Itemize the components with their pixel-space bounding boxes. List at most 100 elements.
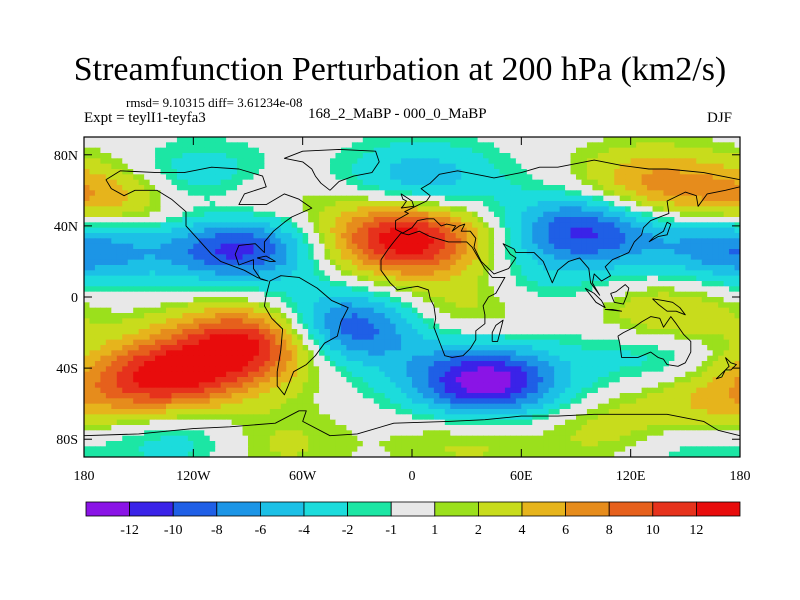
field-cell [346,153,353,159]
field-cell [308,142,315,149]
field-cell [586,265,593,271]
field-cell [668,185,675,191]
field-cell [84,211,91,218]
field-cell [269,259,276,266]
field-cell [532,297,539,303]
field-cell [690,307,697,314]
field-cell [521,297,528,303]
field-cell [204,185,211,191]
field-cell [362,281,369,287]
field-cell [401,329,408,335]
field-cell [204,179,211,186]
field-cell [701,222,708,229]
field-cell [166,350,173,357]
field-cell [351,275,358,282]
field-cell [384,281,391,287]
field-cell [401,238,408,245]
field-cell [439,286,446,293]
field-cell [581,185,588,191]
field-cell [543,297,550,303]
field-cell [226,238,233,245]
field-cell [149,137,156,143]
field-cell [455,195,462,202]
field-cell [275,153,282,159]
field-cell [237,350,244,357]
field-cell [570,185,577,191]
field-cell [275,339,282,346]
field-cell [614,174,621,181]
field-cell [619,318,626,325]
field-cell [701,281,708,287]
field-cell [187,179,194,186]
field-cell [286,195,293,202]
field-cell [351,254,358,261]
field-cell [565,318,572,325]
field-cell [258,345,265,351]
field-cell [198,227,205,234]
field-cell [521,153,528,159]
field-cell [701,195,708,202]
field-cell [144,249,151,255]
field-cell [576,291,583,298]
field-cell [466,302,473,309]
field-cell [433,201,440,207]
field-cell [176,147,183,154]
field-cell [187,323,194,330]
field-cell [696,179,703,186]
field-cell [444,163,451,170]
field-cell [723,350,730,357]
field-cell [346,254,353,261]
field-cell [625,227,632,234]
field-cell [330,254,337,261]
field-cell [592,222,599,229]
field-cell [231,201,238,207]
field-cell [209,291,216,298]
field-cell [532,323,539,330]
field-cell [532,201,539,207]
field-cell [412,350,419,357]
field-cell [450,270,457,277]
field-cell [597,190,604,197]
field-cell [554,339,561,346]
field-cell [592,270,599,277]
field-cell [275,334,282,341]
field-cell [537,275,544,282]
field-cell [586,329,593,335]
field-cell [439,275,446,282]
field-cell [652,137,659,143]
field-cell [253,302,260,309]
field-cell [182,233,189,239]
field-cell [155,254,162,261]
field-cell [625,137,632,143]
field-cell [253,286,260,293]
field-cell [521,158,528,165]
field-cell [712,211,719,218]
field-cell [636,179,643,186]
field-cell [444,243,451,250]
field-cell [351,339,358,346]
field-cell [330,169,337,175]
field-cell [532,318,539,325]
field-cell [674,190,681,197]
field-cell [696,142,703,149]
field-cell [89,291,96,298]
field-cell [472,233,479,239]
field-cell [570,254,577,261]
field-cell [641,211,648,218]
field-cell [138,185,145,191]
field-cell [548,153,555,159]
field-cell [461,323,468,330]
field-cell [100,174,107,181]
field-cell [248,345,255,351]
field-cell [357,211,364,218]
field-cell [182,350,189,357]
field-cell [253,249,260,255]
field-cell [532,313,539,319]
field-cell [723,190,730,197]
field-cell [718,179,725,186]
field-cell [401,142,408,149]
field-cell [701,329,708,335]
field-cell [122,286,129,293]
field-cell [521,142,528,149]
field-cell [286,137,293,143]
